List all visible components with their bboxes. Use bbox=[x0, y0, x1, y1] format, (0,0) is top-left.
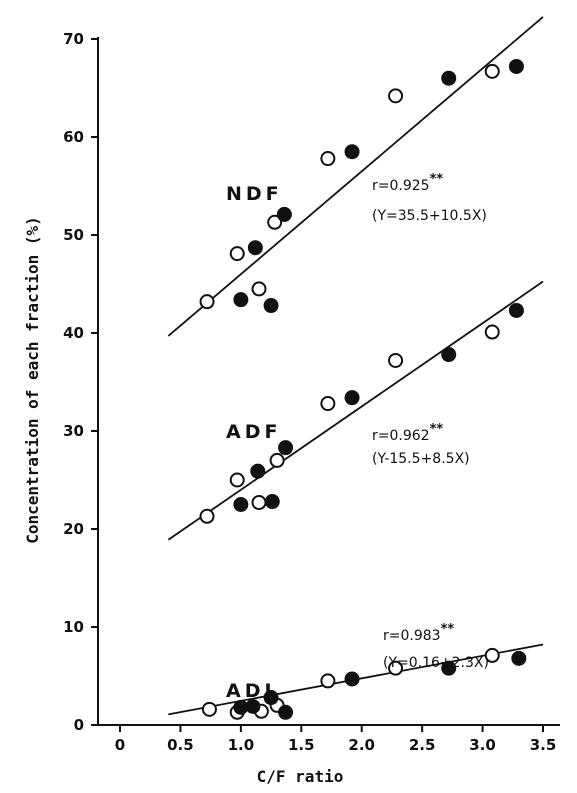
filled-point-adf bbox=[233, 497, 249, 512]
filled-point-adl bbox=[278, 704, 294, 720]
equation-ndf: (Y=35.5+10.5X) bbox=[372, 208, 487, 224]
open-point-adf bbox=[199, 508, 215, 524]
fit-line-ndf bbox=[167, 16, 544, 337]
open-point-ndf bbox=[267, 214, 283, 230]
significance-mark-ndf: ** bbox=[430, 172, 444, 187]
x-tick-label: 1.0 bbox=[228, 736, 255, 754]
equation-adl: (Y=0.16+2.3X) bbox=[383, 655, 489, 671]
open-point-adf bbox=[320, 396, 336, 412]
open-point-adl bbox=[320, 673, 336, 689]
filled-point-ndf bbox=[344, 144, 360, 160]
axes: 0 0.5 1.0 1.5 2.0 2.5 3.0 3.5 0 10 20 30 40 50 60 70 bbox=[63, 30, 560, 754]
filled-point-ndf bbox=[233, 292, 249, 308]
open-point-ndf bbox=[320, 151, 336, 167]
filled-point-adl bbox=[344, 671, 360, 687]
open-point-ndf bbox=[199, 294, 215, 310]
filled-point-adf bbox=[250, 463, 266, 479]
r-value-adf: r=0.962** bbox=[372, 422, 443, 444]
r-value-ndf: r=0.925** bbox=[372, 172, 443, 194]
x-axis-label: C/F ratio bbox=[257, 767, 344, 786]
filled-point-adf bbox=[278, 440, 294, 456]
filled-point-adl bbox=[441, 660, 457, 676]
open-point-adf bbox=[229, 472, 245, 488]
x-tick-label: 2.0 bbox=[348, 736, 375, 754]
open-point-adf bbox=[484, 324, 500, 340]
open-point-adf bbox=[388, 352, 404, 368]
open-point-adl bbox=[388, 660, 404, 676]
x-tick-label: 3.5 bbox=[530, 736, 557, 754]
filled-point-adf bbox=[264, 494, 280, 510]
filled-point-adl bbox=[263, 690, 279, 706]
filled-point-adf bbox=[344, 390, 360, 406]
equation-adf: (Y-15.5+8.5X) bbox=[372, 451, 470, 467]
series-label-adl: ADL bbox=[226, 680, 281, 702]
y-tick-label: 70 bbox=[63, 30, 84, 48]
y-tick-label: 0 bbox=[74, 716, 84, 734]
open-point-ndf bbox=[229, 246, 245, 262]
series-annotations: NDF r=0.925** (Y=35.5+10.5X) ADF r=0.962** (Y… bbox=[226, 172, 489, 702]
filled-point-adf bbox=[441, 347, 457, 363]
filled-point-ndf bbox=[508, 58, 524, 74]
fit-line-adf bbox=[167, 280, 544, 541]
filled-point-ndf bbox=[263, 298, 279, 314]
filled-point-adl bbox=[511, 650, 527, 666]
open-point-adf bbox=[251, 495, 267, 511]
y-tick-label: 40 bbox=[63, 324, 84, 342]
x-tick-label: 1.5 bbox=[288, 736, 315, 754]
y-tick-label: 50 bbox=[63, 226, 84, 244]
filled-point-ndf bbox=[247, 240, 263, 256]
significance-mark-adf: ** bbox=[430, 422, 444, 437]
series-label-ndf: NDF bbox=[226, 183, 283, 205]
open-point-ndf bbox=[251, 281, 267, 297]
open-point-adf bbox=[269, 452, 285, 468]
filled-point-adl bbox=[245, 698, 261, 714]
y-tick-label: 30 bbox=[63, 422, 84, 440]
filled-point-adf bbox=[508, 302, 524, 318]
x-tick-label: 2.5 bbox=[409, 736, 436, 754]
open-point-ndf bbox=[388, 88, 404, 104]
y-axis-label: Concentration of each fraction (%) bbox=[23, 216, 42, 544]
y-tick-label: 10 bbox=[63, 618, 84, 636]
filled-point-ndf bbox=[441, 70, 457, 86]
series-label-adf: ADF bbox=[226, 421, 281, 443]
open-point-adl bbox=[201, 701, 217, 717]
regression-lines bbox=[167, 16, 544, 716]
open-point-ndf bbox=[484, 63, 500, 79]
x-tick-label: 3.0 bbox=[469, 736, 496, 754]
filled-point-ndf bbox=[276, 206, 292, 222]
r-value-adl: r=0.983** bbox=[383, 622, 454, 644]
data-points bbox=[199, 58, 527, 720]
y-tick-label: 60 bbox=[63, 128, 84, 146]
y-tick-label: 20 bbox=[63, 520, 84, 538]
x-tick-label: 0.5 bbox=[167, 736, 194, 754]
x-tick-label: 0 bbox=[115, 736, 125, 754]
open-point-adl bbox=[484, 647, 500, 663]
significance-mark-adl: ** bbox=[441, 622, 455, 637]
